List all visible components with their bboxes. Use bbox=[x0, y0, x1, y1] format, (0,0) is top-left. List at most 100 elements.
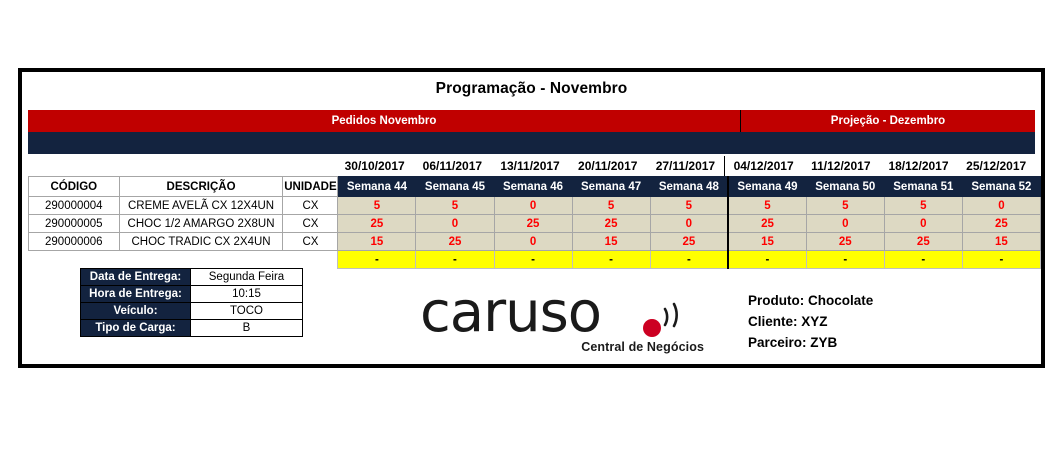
logo-wordmark: caruso bbox=[420, 280, 602, 345]
total-cell: - bbox=[493, 250, 573, 269]
cell-codigo: 290000004 bbox=[28, 196, 120, 215]
cell-value: 25 bbox=[337, 214, 417, 233]
cell-value: 25 bbox=[805, 232, 885, 251]
col-header-week-49: Semana 49 bbox=[727, 176, 807, 197]
cell-value: 0 bbox=[493, 196, 573, 215]
delivery-value-data-entrega: Segunda Feira bbox=[190, 268, 303, 286]
delivery-label-tipo-carga: Tipo de Carga: bbox=[80, 319, 191, 337]
cell-value: 25 bbox=[493, 214, 573, 233]
delivery-label-veiculo: Veículo: bbox=[80, 302, 191, 320]
section-band: Pedidos Novembro Projeção - Dezembro bbox=[28, 110, 1035, 132]
date-row-spacer bbox=[28, 156, 336, 176]
col-header-codigo: CÓDIGO bbox=[28, 176, 120, 197]
date-cell-0: 30/10/2017 bbox=[344, 159, 405, 173]
meta-produto: Produto: Chocolate bbox=[748, 293, 874, 308]
page-title: Programação - Novembro bbox=[435, 80, 628, 97]
date-header-row: 30/10/2017 06/11/2017 13/11/2017 20/11/2… bbox=[28, 156, 1035, 176]
col-header-week-44: Semana 44 bbox=[337, 176, 417, 197]
cell-codigo: 290000005 bbox=[28, 214, 120, 233]
col-header-week-48: Semana 48 bbox=[649, 176, 729, 197]
date-cell-4: 27/11/2017 bbox=[655, 159, 716, 173]
cell-descricao: CREME AVELÃ CX 12X4UN bbox=[118, 196, 284, 215]
total-cell: - bbox=[883, 250, 963, 269]
date-cell-7: 18/12/2017 bbox=[888, 159, 949, 173]
total-row-spacer bbox=[119, 250, 283, 269]
total-cell: - bbox=[961, 250, 1042, 269]
delivery-info-row: Veículo: TOCO bbox=[80, 302, 303, 320]
cell-value: 5 bbox=[571, 196, 651, 215]
cell-value: 15 bbox=[571, 232, 651, 251]
date-cell-8: 25/12/2017 bbox=[966, 159, 1027, 173]
delivery-info-row: Data de Entrega: Segunda Feira bbox=[80, 268, 303, 286]
delivery-info-row: Hora de Entrega: 10:15 bbox=[80, 285, 303, 303]
cell-value: 5 bbox=[883, 196, 963, 215]
delivery-value-veiculo: TOCO bbox=[190, 302, 303, 320]
delivery-label-hora-entrega: Hora de Entrega: bbox=[80, 285, 191, 303]
cell-value: 5 bbox=[337, 196, 417, 215]
cell-value: 5 bbox=[805, 196, 885, 215]
cell-unidade: CX bbox=[282, 196, 339, 215]
total-cell: - bbox=[727, 250, 807, 269]
cell-value: 15 bbox=[961, 232, 1042, 251]
table-row: 290000004 CREME AVELÃ CX 12X4UN CX 5 5 0… bbox=[28, 196, 1042, 215]
cell-value: 0 bbox=[493, 232, 573, 251]
col-header-week-45: Semana 45 bbox=[415, 176, 495, 197]
section-header-december: Projeção - Dezembro bbox=[741, 110, 1035, 132]
table-total-row: - - - - - - - - - bbox=[28, 250, 1042, 269]
delivery-value-tipo-carga: B bbox=[190, 319, 303, 337]
delivery-label-data-entrega: Data de Entrega: bbox=[80, 268, 191, 286]
cell-unidade: CX bbox=[282, 214, 339, 233]
meta-cliente: Cliente: XYZ bbox=[748, 314, 828, 329]
cell-value: 15 bbox=[727, 232, 807, 251]
date-cell-5: 04/12/2017 bbox=[724, 156, 802, 176]
table-row: 290000006 CHOC TRADIC CX 2X4UN CX 15 25 … bbox=[28, 232, 1042, 251]
col-header-unidade: UNIDADE bbox=[282, 176, 339, 197]
date-cell-6: 11/12/2017 bbox=[811, 159, 871, 173]
col-header-week-47: Semana 47 bbox=[571, 176, 651, 197]
cell-value: 15 bbox=[337, 232, 417, 251]
schedule-table: CÓDIGO DESCRIÇÃO UNIDADE Semana 44 Seman… bbox=[28, 176, 1042, 269]
cell-value: 0 bbox=[883, 214, 963, 233]
cell-value: 0 bbox=[805, 214, 885, 233]
table-header-row: CÓDIGO DESCRIÇÃO UNIDADE Semana 44 Seman… bbox=[28, 176, 1042, 197]
col-header-week-51: Semana 51 bbox=[883, 176, 963, 197]
navy-spacer-band bbox=[28, 132, 1035, 154]
total-cell: - bbox=[805, 250, 885, 269]
report-frame: Programação - Novembro Pedidos Novembro … bbox=[18, 68, 1045, 368]
col-header-week-46: Semana 46 bbox=[493, 176, 573, 197]
cell-value: 25 bbox=[961, 214, 1042, 233]
cell-codigo: 290000006 bbox=[28, 232, 120, 251]
cell-value: 5 bbox=[415, 196, 495, 215]
cell-descricao: CHOC TRADIC CX 2X4UN bbox=[118, 232, 284, 251]
delivery-info-row: Tipo de Carga: B bbox=[80, 319, 303, 337]
col-header-week-52: Semana 52 bbox=[961, 176, 1042, 197]
date-cell-1: 06/11/2017 bbox=[422, 159, 483, 173]
cell-value: 25 bbox=[415, 232, 495, 251]
total-row-spacer bbox=[28, 250, 120, 269]
cell-value: 25 bbox=[649, 232, 729, 251]
cell-value: 25 bbox=[571, 214, 651, 233]
delivery-value-hora-entrega: 10:15 bbox=[190, 285, 303, 303]
total-cell: - bbox=[337, 250, 417, 269]
cell-value: 25 bbox=[727, 214, 807, 233]
cell-value: 5 bbox=[727, 196, 807, 215]
order-meta: Produto: Chocolate Cliente: XYZ Parceiro… bbox=[748, 290, 873, 353]
total-cell: - bbox=[571, 250, 651, 269]
total-cell: - bbox=[649, 250, 729, 269]
date-cell-2: 13/11/2017 bbox=[500, 159, 560, 173]
cell-value: 0 bbox=[649, 214, 729, 233]
meta-parceiro: Parceiro: ZYB bbox=[748, 335, 838, 350]
delivery-info-box: Data de Entrega: Segunda Feira Hora de E… bbox=[80, 268, 303, 337]
cell-value: 0 bbox=[415, 214, 495, 233]
total-row-spacer bbox=[282, 250, 338, 269]
total-cell: - bbox=[415, 250, 495, 269]
logo-tagline: Central de Negócios bbox=[581, 340, 704, 354]
col-header-week-50: Semana 50 bbox=[805, 176, 885, 197]
cell-unidade: CX bbox=[282, 232, 339, 251]
table-row: 290000005 CHOC 1/2 AMARGO 2X8UN CX 25 0 … bbox=[28, 214, 1042, 233]
col-header-descricao: DESCRIÇÃO bbox=[118, 176, 284, 197]
caruso-logo: caruso Central de Negócios bbox=[420, 284, 710, 359]
cell-descricao: CHOC 1/2 AMARGO 2X8UN bbox=[118, 214, 284, 233]
cell-value: 5 bbox=[649, 196, 729, 215]
cell-value: 0 bbox=[961, 196, 1042, 215]
